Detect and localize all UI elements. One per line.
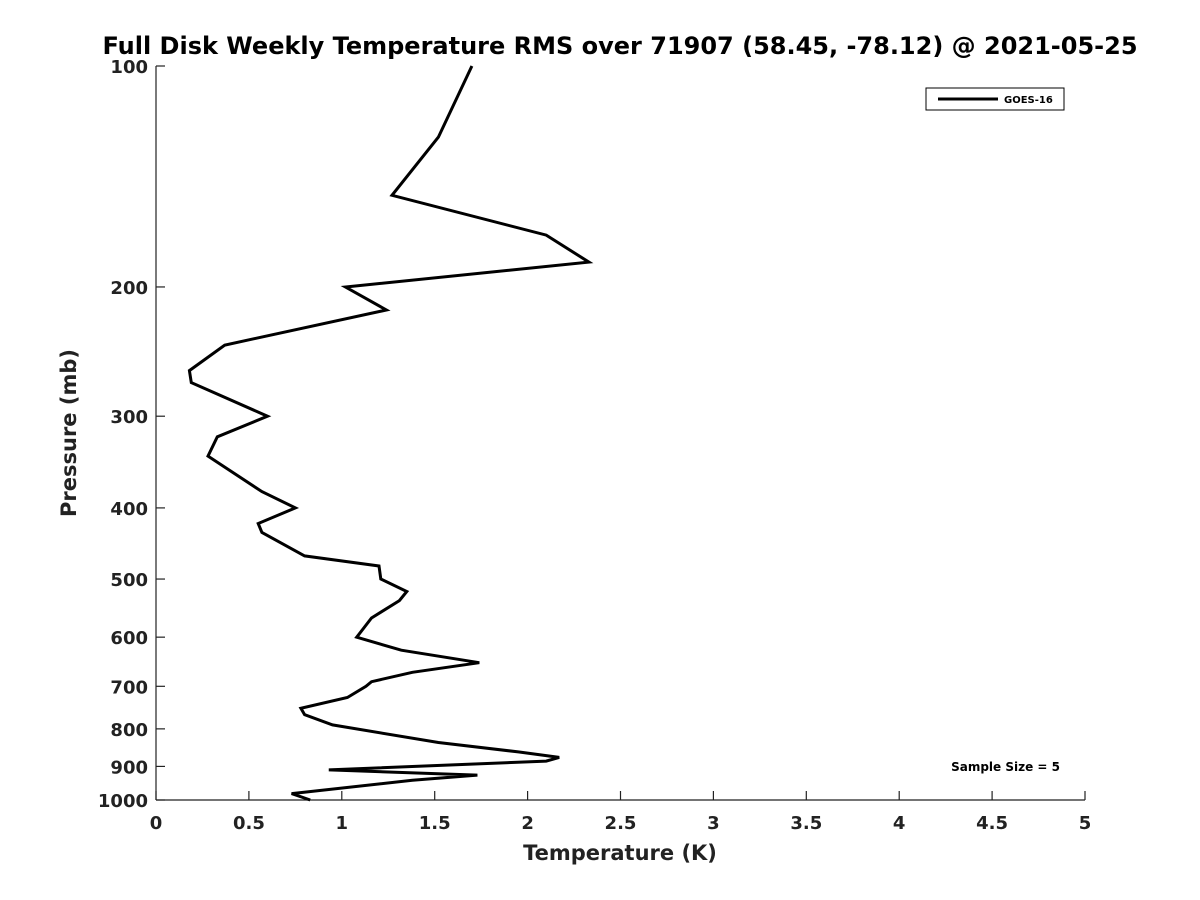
y-tick-label: 1000 bbox=[98, 791, 148, 812]
y-tick-label: 800 bbox=[110, 720, 148, 741]
y-tick-label: 300 bbox=[110, 407, 148, 428]
sample-size-annotation: Sample Size = 5 bbox=[951, 760, 1060, 774]
y-tick-label: 500 bbox=[110, 570, 148, 591]
y-tick-label: 900 bbox=[110, 757, 148, 778]
y-tick-label: 400 bbox=[110, 499, 148, 520]
x-tick-label: 3 bbox=[707, 813, 720, 834]
legend: GOES-16 bbox=[925, 87, 1065, 111]
x-tick-label: 5 bbox=[1079, 813, 1092, 834]
x-tick-label: 2.5 bbox=[605, 813, 637, 834]
x-tick-label: 0 bbox=[150, 813, 163, 834]
legend-label-goes-16: GOES-16 bbox=[1004, 95, 1053, 106]
y-tick-label: 700 bbox=[110, 677, 148, 698]
x-tick-label: 1.5 bbox=[419, 813, 451, 834]
x-axis-label: Temperature (K) bbox=[523, 841, 717, 865]
x-tick-label: 3.5 bbox=[790, 813, 822, 834]
plot-axes bbox=[155, 66, 1085, 801]
y-tick-label: 200 bbox=[110, 278, 148, 299]
y-tick-label: 600 bbox=[110, 628, 148, 649]
x-tick-label: 2 bbox=[521, 813, 534, 834]
series-line-goes-16 bbox=[187, 65, 594, 802]
y-axis-ticks: 100 200 300 400 500 600 700 800 900 1000 bbox=[98, 57, 165, 812]
y-tick-label: 100 bbox=[110, 57, 148, 78]
chart-title: Full Disk Weekly Temperature RMS over 71… bbox=[102, 32, 1137, 60]
x-tick-label: 4.5 bbox=[976, 813, 1008, 834]
y-axis-label: Pressure (mb) bbox=[57, 349, 81, 517]
x-axis-ticks: 0 0.5 1 1.5 2 2.5 3 3.5 4 4.5 5 bbox=[150, 791, 1092, 834]
x-tick-label: 1 bbox=[336, 813, 349, 834]
x-tick-label: 0.5 bbox=[233, 813, 265, 834]
x-tick-label: 4 bbox=[893, 813, 906, 834]
